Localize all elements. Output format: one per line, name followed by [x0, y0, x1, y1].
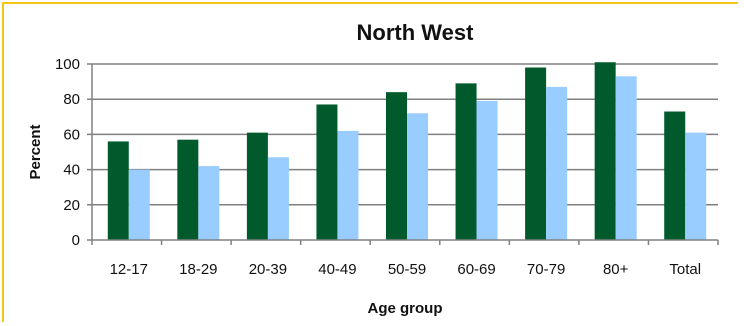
x-axis-label: Age group	[368, 300, 443, 317]
x-tick-label: 70-79	[527, 261, 565, 278]
axes	[87, 63, 719, 245]
bar	[615, 76, 637, 240]
bar	[107, 141, 129, 240]
y-axis-label: Percent	[27, 124, 44, 179]
x-tick-label: 50-59	[388, 261, 426, 278]
bar	[476, 100, 498, 241]
bars	[107, 62, 707, 241]
x-tick-label: 60-69	[457, 261, 495, 278]
bar	[525, 67, 547, 241]
x-tick-label: 12-17	[110, 261, 148, 278]
bar	[128, 169, 150, 240]
bar	[664, 111, 686, 241]
x-tick-label: Total	[669, 261, 701, 278]
x-tick-label: 40-49	[318, 261, 356, 278]
y-tick-label: 20	[63, 197, 80, 214]
y-tick-label: 0	[72, 232, 80, 249]
bar	[407, 113, 428, 240]
bar	[198, 166, 220, 240]
tick-labels: 0 20 40 60 80 100 12-17 18-29 20-39 40-49 50-59 60-…	[55, 56, 701, 278]
y-tick-label: 60	[63, 126, 80, 143]
bar	[594, 62, 616, 240]
bar	[337, 130, 359, 240]
y-tick-label: 40	[63, 162, 80, 179]
y-tick-label: 80	[63, 91, 80, 108]
y-tick-label: 100	[55, 56, 80, 73]
bar	[455, 83, 477, 240]
bar	[246, 132, 268, 240]
bar	[386, 92, 407, 240]
bar	[267, 157, 289, 240]
chart-title: North West	[357, 20, 475, 45]
x-tick-label: 18-29	[179, 261, 217, 278]
bar	[316, 104, 338, 240]
bar	[546, 86, 568, 240]
bar	[177, 139, 199, 240]
bar	[685, 132, 707, 240]
x-tick-label: 20-39	[249, 261, 287, 278]
x-tick-label: 80+	[603, 261, 629, 278]
